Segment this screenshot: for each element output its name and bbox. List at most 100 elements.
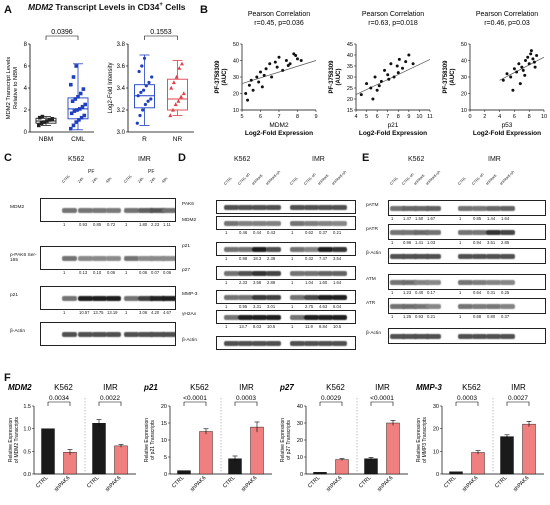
data-point [135,121,139,125]
data-point [249,78,253,82]
blot-quant-value: 1 [391,290,394,295]
blot-band [78,331,93,337]
blot-band [390,303,405,309]
chart-title: Pearson Correlation [476,11,538,18]
blot-quant-value: 1 [225,280,228,285]
y-tick-label: 40 [297,404,303,410]
chart-title: Pearson Correlation [248,11,310,18]
blot-quant-value: 0.10 [93,270,102,275]
blot-quant-value: 1 [391,216,394,221]
significance-bracket [45,35,79,40]
x-tick-label: 0 [468,114,471,120]
data-point [42,120,46,124]
significance-bracket [183,401,207,406]
blot-quant-value: 13.19 [107,310,118,315]
data-point [180,61,184,66]
blot-quant-value: 4.67 [163,310,172,315]
y-tick-label: 30 [297,421,303,427]
blot-band [238,340,253,346]
bar [335,459,349,475]
y-tick-label: 4 [24,86,28,92]
data-point [47,118,52,122]
blot-band [390,253,405,259]
blot-band [414,279,429,285]
blot-band [266,340,281,346]
data-point [177,66,182,70]
x-axis-label: Log2-Fold Expression [359,130,427,137]
blot-c-pf-1: PF [88,169,95,175]
scatter-mdm2: Pearson Correlation r=0.45, p=0.036 10 20 30… [215,11,318,137]
data-point [50,117,55,121]
bar-chart-mmp3: MMP-3 K562 IMR 0 10 20 30 Relative Expression of… [416,383,544,493]
y-tick-label: 10 [461,108,467,114]
panel-label-b: B [200,4,208,16]
data-point [518,82,522,86]
blot-band [402,253,417,259]
bar [177,470,191,475]
data-point [296,57,299,61]
data-point [69,126,73,131]
blot-row-label: MDM2 [10,205,25,210]
bar [364,458,378,475]
blot-quant-value: 0.07 [151,270,160,275]
x-tick-label: 9 [314,114,317,120]
data-point [501,78,505,82]
y-tick-label: 20 [297,438,303,444]
lane-label: CTRL-sh [401,172,415,186]
x-axis-label: p21 [388,122,399,129]
blot-quant-value: 0.95 [239,304,248,309]
blot-quant-value: 1 [225,304,228,309]
x-tick-label: 11 [427,114,433,120]
data-point [81,87,86,91]
blot-band [500,303,515,309]
blot-band [500,279,515,285]
blot-band [304,246,319,252]
data-point [144,84,148,88]
box-plot-mdm2: 0 2 4 6 8 MDM2 Transcript Levels Relative to N… [6,29,94,143]
y-axis-label: of p21 Transcripts [150,420,156,460]
y-tick-label: 50 [233,42,239,48]
blot-quant-value: 3.01 [267,304,276,309]
x-tick-label: 6 [259,114,262,120]
data-point [71,123,76,128]
blot-band [290,204,305,210]
blot-quant-value: 3.58 [253,280,262,285]
blot-band [106,207,121,213]
blot-quant-value: 10.57 [79,310,90,315]
data-point [515,70,519,74]
bar [500,436,514,475]
trend-line [241,60,317,84]
y-tick-label: 20 [433,427,439,433]
blot-band [500,333,515,339]
blot-band [458,253,473,259]
blot-band [150,295,165,301]
blot-band [414,303,429,309]
blot-row-label: p-PAK6 Ser-165 [10,253,37,263]
chart-title: MMP-3 [416,383,442,392]
blot-band [224,314,239,320]
panel-a-title-text: Transcript Levels in CD34 [55,2,160,12]
data-point [277,55,281,59]
lane-label: shPAK6 [317,173,330,186]
blot-band [266,294,281,300]
blot-quant-value: 1.67 [427,216,436,221]
group-label: IMR [103,383,118,392]
blot-quant-value: 0.85 [93,222,102,227]
blot-strip [216,290,356,304]
blot-e-group-2: IMR [488,156,501,163]
blot-quant-value: 1.44 [487,216,496,221]
data-point [286,63,290,67]
data-point [268,62,272,66]
y-tick-label: 10 [161,438,167,444]
blot-band [266,246,281,252]
y-tick-label: 2 [24,108,28,114]
blot-quant-value: 1.41 [415,240,424,245]
blot-band [472,333,487,339]
blot-quant-value: 10.5 [267,324,276,329]
blot-strip [216,200,356,214]
y-tick-label: 20 [347,97,353,103]
blot-quant-value: 1 [291,256,294,261]
chart-subtitle: r=0.46, p=0.03 [484,20,530,27]
bar [92,423,106,475]
data-point [247,83,251,87]
